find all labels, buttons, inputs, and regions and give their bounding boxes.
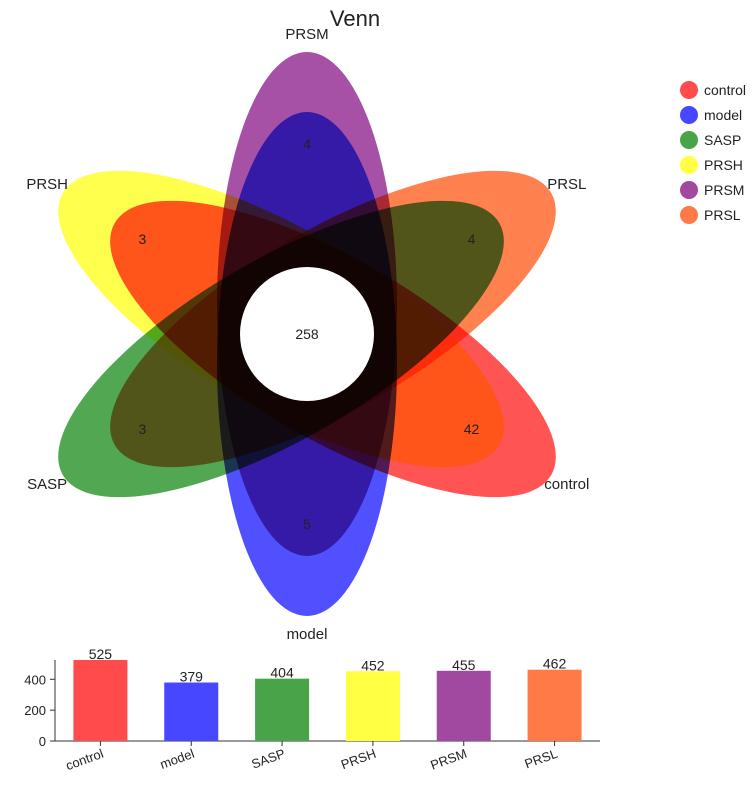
legend-swatch-prsm <box>680 181 698 199</box>
bar-value-label: 455 <box>452 657 476 673</box>
venn-label-prsl: PRSL <box>547 176 586 193</box>
bar-value-label: 404 <box>270 665 294 681</box>
chart-title: Venn <box>330 6 380 31</box>
bar-prsl <box>527 669 582 741</box>
bar-value-label: 525 <box>89 646 113 662</box>
venn-count-model: 5 <box>303 516 311 532</box>
bar-value-label: 452 <box>361 657 385 673</box>
legend-label-sasp: SASP <box>704 132 741 148</box>
bar-value-label: 462 <box>543 656 567 672</box>
x-tick-label-prsh: PRSH <box>339 746 378 772</box>
venn-count-control: 42 <box>464 421 480 437</box>
venn-count-sasp: 3 <box>139 421 147 437</box>
venn-label-sasp: SASP <box>27 476 67 493</box>
bar-prsh <box>345 671 400 741</box>
y-tick-label: 200 <box>24 703 46 718</box>
venn-label-control: control <box>544 476 589 493</box>
x-tick-label-sasp: SASP <box>249 746 287 772</box>
bar-control <box>73 660 128 741</box>
x-tick-label-prsl: PRSL <box>523 746 560 772</box>
venn-label-prsm: PRSM <box>285 26 328 43</box>
bar-chart: 0 200 400 525 control 379 model 404 SASP 452 PRSH 4… <box>24 646 600 773</box>
bar-prsm <box>436 670 491 741</box>
bar-model <box>164 682 219 741</box>
legend-swatch-model <box>680 106 698 124</box>
venn-count-prsl: 4 <box>468 231 476 247</box>
y-tick-label: 400 <box>24 672 46 687</box>
legend-swatch-control <box>680 81 698 99</box>
x-tick-label-control: control <box>64 746 106 773</box>
legend-label-control: control <box>704 82 746 98</box>
legend-swatch-sasp <box>680 131 698 149</box>
venn-center-circle <box>240 267 374 401</box>
legend-swatch-prsh <box>680 156 698 174</box>
y-tick-label: 0 <box>39 734 46 749</box>
venn-label-prsh: PRSH <box>26 176 68 193</box>
bar-value-label: 379 <box>180 669 204 685</box>
venn-label-model: model <box>287 626 328 643</box>
bar-sasp <box>255 678 310 741</box>
legend: control model SASP PRSH PRSM PRSL <box>680 81 746 224</box>
x-tick-label-prsm: PRSM <box>428 746 468 773</box>
legend-swatch-prsl <box>680 206 698 224</box>
venn-center-count: 258 <box>295 326 319 342</box>
venn-count-prsm: 4 <box>303 136 311 152</box>
x-tick-label-model: model <box>158 746 197 772</box>
legend-label-prsm: PRSM <box>704 182 744 198</box>
legend-label-prsl: PRSL <box>704 207 741 223</box>
legend-label-model: model <box>704 107 742 123</box>
legend-label-prsh: PRSH <box>704 157 743 173</box>
venn-count-prsh: 3 <box>139 231 147 247</box>
